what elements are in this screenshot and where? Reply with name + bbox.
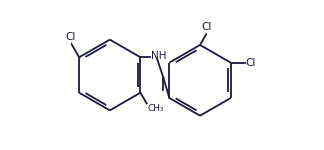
Text: Cl: Cl: [201, 22, 212, 32]
Text: Cl: Cl: [65, 32, 75, 42]
Text: NH: NH: [151, 51, 166, 61]
Text: CH₃: CH₃: [147, 104, 164, 113]
Text: Cl: Cl: [245, 58, 256, 68]
